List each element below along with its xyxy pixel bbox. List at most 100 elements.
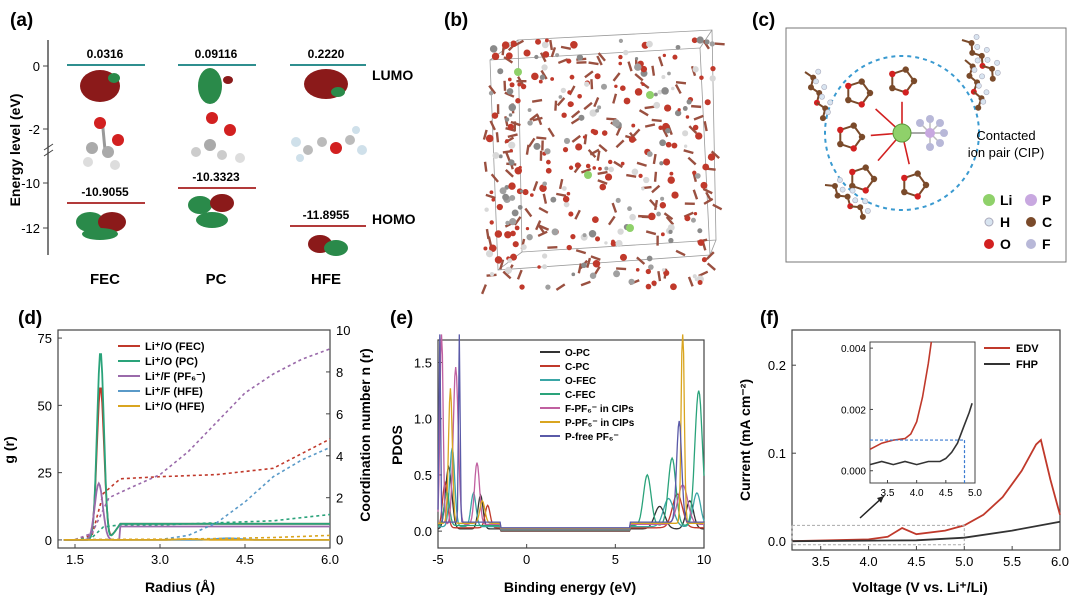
- md-atom: [629, 213, 636, 221]
- panel-f-ytick-label: 0.0: [768, 534, 786, 549]
- ring-atom: [902, 66, 909, 73]
- md-bond: [702, 39, 710, 50]
- md-bond: [638, 109, 649, 117]
- md-atom: [550, 77, 555, 81]
- md-bond: [504, 91, 515, 98]
- md-atom: [685, 115, 690, 119]
- hydrogen-atom: [864, 208, 871, 214]
- md-atom: [697, 280, 703, 285]
- lsv-line-1: [791, 520, 1061, 543]
- md-atom: [658, 125, 663, 130]
- chain-atom: [857, 204, 864, 211]
- md-atom: [570, 40, 578, 49]
- md-atom: [592, 260, 601, 268]
- md-bond: [488, 84, 497, 95]
- md-atom: [541, 64, 548, 71]
- hydrogen-atom: [849, 187, 856, 194]
- md-atom: [511, 209, 519, 217]
- panel-e-ytick-label: 0.0: [414, 524, 432, 539]
- panel-d-xtick-label: 1.5: [66, 552, 84, 567]
- md-atom: [692, 124, 699, 131]
- panel-d-ylabel: g (r): [1, 436, 17, 463]
- md-atom: [611, 239, 615, 244]
- hydrogen-atom: [975, 82, 982, 89]
- md-atom: [671, 86, 675, 91]
- md-bond: [540, 69, 548, 80]
- md-atom: [534, 54, 539, 60]
- legend-label-3: Li⁺/F (HFE): [145, 386, 203, 398]
- cip-label: ion pair (CIP): [968, 145, 1045, 160]
- md-atom: [526, 234, 533, 241]
- panel-a-ylabel: Energy level (eV): [7, 94, 23, 207]
- orbital-lobe: [210, 194, 234, 212]
- md-atom: [682, 130, 689, 137]
- hydrogen-atom: [980, 98, 987, 105]
- inset-ytick-label: 0.000: [841, 467, 866, 478]
- md-atom: [515, 98, 521, 104]
- md-bond: [596, 150, 601, 161]
- md-atom: [634, 63, 642, 71]
- hydrogen-atom: [813, 78, 819, 85]
- md-atom: [507, 258, 513, 263]
- md-atom: [545, 284, 551, 290]
- ring-atom: [858, 133, 866, 141]
- panel-f-label: (f): [760, 308, 779, 329]
- md-atom: [514, 225, 520, 231]
- md-atom: [510, 40, 517, 48]
- md-bond: [665, 216, 675, 226]
- inset-xtick-label: 4.5: [939, 488, 953, 499]
- homo-value-hfe: -11.8955: [303, 208, 350, 222]
- panel-e-xtick-label: 10: [697, 552, 711, 567]
- fluorine-atom: [926, 115, 934, 123]
- ring-atom: [889, 84, 896, 92]
- md-bond: [581, 168, 592, 174]
- ring-atom: [858, 78, 865, 85]
- md-atom: [659, 161, 664, 166]
- orbital-lobe: [331, 87, 345, 97]
- homo-value-pc: -10.3323: [192, 170, 240, 184]
- panel-d: (d) 1.5 3.0 4.5 6.0 0 25 50 75 0 2 4 6 8 10 Li⁺/O (FEC…: [1, 308, 373, 595]
- md-atom: [567, 90, 572, 95]
- ring-atom: [866, 89, 874, 97]
- panel-f-xtick-label: 5.0: [955, 554, 973, 569]
- md-atom: [704, 99, 711, 106]
- md-bond: [597, 179, 608, 185]
- md-atom: [659, 139, 666, 147]
- md-atom: [620, 85, 626, 92]
- panel-d-y2tick-label: 0: [336, 533, 343, 548]
- md-bond: [503, 56, 514, 64]
- chain-atom: [859, 213, 866, 220]
- md-bond: [644, 123, 656, 128]
- md-atom: [505, 139, 509, 144]
- md-atom: [498, 154, 503, 159]
- md-atom: [659, 202, 667, 209]
- zoom-arrow-head: [877, 496, 884, 503]
- orbital-lobe: [98, 212, 126, 232]
- chain-atom: [989, 75, 996, 82]
- md-atom: [508, 113, 513, 117]
- md-atom: [692, 274, 697, 279]
- md-bond: [675, 249, 686, 257]
- md-atom: [663, 158, 671, 166]
- homo-orbital-pc: [188, 196, 212, 214]
- ring-atom: [849, 168, 856, 176]
- md-atom: [507, 77, 512, 82]
- md-lithium-atom: [584, 171, 592, 179]
- chain-atom: [978, 52, 985, 59]
- md-atom: [589, 272, 597, 279]
- inset-ytick-label: 0.004: [841, 344, 866, 355]
- md-atom: [497, 68, 504, 75]
- legend-label-4: Li⁺/O (HFE): [145, 401, 205, 413]
- md-atom: [496, 203, 503, 211]
- hydrogen-atom: [852, 197, 859, 204]
- lumo-value-pc: 0.09116: [195, 47, 238, 61]
- md-atom: [502, 193, 510, 201]
- md-bond: [517, 76, 525, 86]
- md-atom: [509, 218, 517, 226]
- md-bond: [706, 262, 716, 271]
- md-bond: [489, 120, 496, 131]
- md-bond: [555, 283, 566, 291]
- panel-e-frame: [437, 339, 705, 549]
- md-atom: [489, 220, 494, 225]
- md-atom: [538, 79, 543, 84]
